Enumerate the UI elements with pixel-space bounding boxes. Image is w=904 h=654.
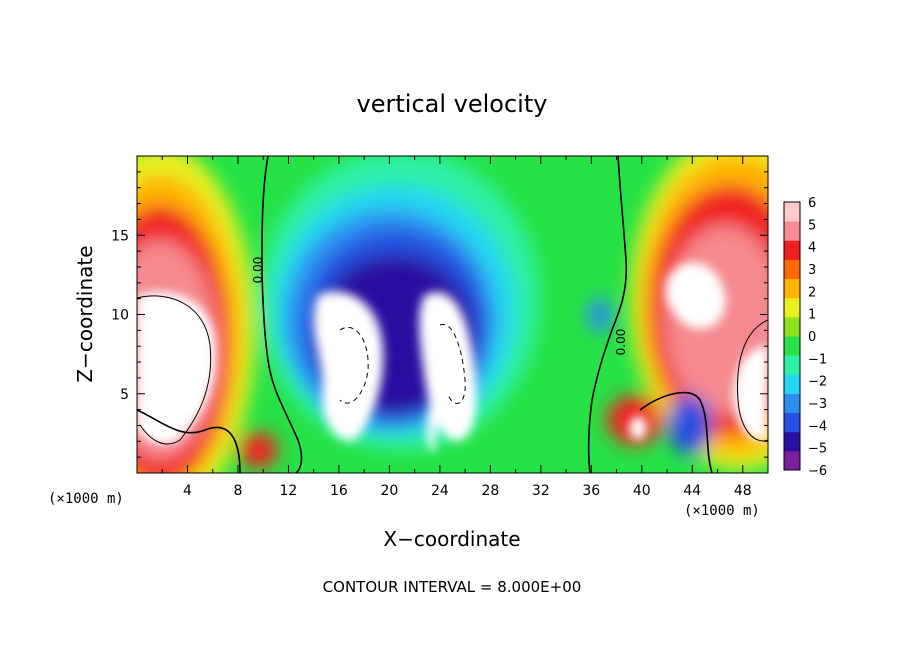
x-tick-label-0: 4 <box>183 483 192 499</box>
left-core <box>137 292 216 445</box>
colorbar-tick-12: −6 <box>808 464 827 479</box>
colorbar-swatch-9 <box>784 278 800 299</box>
x-tick-label-9: 40 <box>633 483 651 499</box>
contour-interval-note: CONTOUR INTERVAL = 8.000E+00 <box>323 578 582 596</box>
downdraft-core-23km <box>426 399 437 453</box>
colorbar-swatch-7 <box>784 316 800 337</box>
colorbar-swatch-5 <box>784 355 800 375</box>
x-tick-label-8: 36 <box>582 483 600 499</box>
downdraft-core-16km <box>313 291 384 441</box>
positive-contours <box>137 295 768 445</box>
colorbar-tick-6: 0 <box>808 330 816 345</box>
y-tick-label-1: 10 <box>111 308 129 324</box>
colorbar-tick-2: 4 <box>808 241 816 256</box>
colorbar-tick-5: 1 <box>808 308 816 323</box>
colorbar-tick-1: 5 <box>808 218 816 233</box>
small-downdraft-36km <box>588 297 612 333</box>
x-tick-label-6: 28 <box>481 483 499 499</box>
x-tick-label-2: 12 <box>280 483 298 499</box>
y-tick-label-0: 5 <box>120 387 129 403</box>
colorbar-tick-10: −4 <box>808 419 827 434</box>
colorbar-tick-8: −2 <box>808 375 827 390</box>
colorbar: 6 5 4 3 2 1 0 −1 −2 −3 −4 −5 −6 <box>783 196 827 479</box>
colorbar-swatch-3 <box>784 393 800 414</box>
colorbar-tick-0: 6 <box>808 196 816 211</box>
x-tick-label-4: 20 <box>380 483 398 499</box>
zero-contour-left <box>261 156 303 473</box>
x-axis-ticks: 4 8 12 16 20 24 28 32 36 40 44 48 <box>161 156 752 499</box>
contour-neg-16km <box>339 327 369 404</box>
colorbar-tick-4: 2 <box>808 285 816 300</box>
colorbar-tick-3: 3 <box>808 263 816 278</box>
small-downdraft-44km <box>668 395 712 455</box>
colorbar-swatch-11 <box>784 240 800 260</box>
colorbar-swatch-13 <box>784 202 800 222</box>
field-cores <box>137 262 768 453</box>
y-axis-label: Z−coordinate <box>73 245 97 382</box>
zero-contour-bottom-left <box>137 409 241 473</box>
zero-contours <box>137 156 713 473</box>
colorbar-swatch-4 <box>784 374 800 394</box>
contour-neg-26km <box>439 323 466 404</box>
colorbar-tick-7: −1 <box>808 352 827 367</box>
x-tick-label-10: 44 <box>683 483 701 499</box>
colorbar-tick-9: −3 <box>808 397 827 412</box>
heatmap-field <box>137 156 768 473</box>
right-core-lower <box>733 345 768 442</box>
y-axis-ticks: 5 10 15 <box>111 171 768 458</box>
small-core-39km <box>629 416 647 440</box>
colorbar-swatch-2 <box>784 412 800 433</box>
x-tick-label-11: 48 <box>734 483 752 499</box>
negative-contours <box>339 323 466 404</box>
colorbar-swatch-10 <box>784 259 800 280</box>
colorbar-frame <box>783 201 801 471</box>
colorbar-swatch-0 <box>784 450 800 471</box>
x-tick-label-5: 24 <box>431 483 449 499</box>
small-updraft-10km <box>238 432 278 468</box>
x-axis-label: X−coordinate <box>383 527 520 551</box>
x-tick-label-7: 32 <box>532 483 550 499</box>
contour-label-right: 0.00 <box>614 329 628 356</box>
zero-contour-right <box>587 156 628 473</box>
colorbar-tick-11: −5 <box>808 442 827 457</box>
contour-left-8 <box>137 295 212 445</box>
x-unit-left: (×1000 m) <box>48 491 124 507</box>
x-tick-label-3: 16 <box>330 483 348 499</box>
colorbar-swatch-6 <box>784 336 800 356</box>
contour-label-left: 0.00 <box>251 257 265 284</box>
chart-title: vertical velocity <box>357 90 548 118</box>
zero-contour-bottom-right <box>639 391 713 473</box>
colorbar-swatch-8 <box>784 297 800 318</box>
y-tick-label-2: 15 <box>111 228 129 244</box>
right-core-upper <box>665 262 726 330</box>
x-unit-right: (×1000 m) <box>684 503 760 519</box>
x-tick-label-1: 8 <box>233 483 242 499</box>
contour-right-8 <box>736 319 768 442</box>
colorbar-swatch-1 <box>784 431 800 452</box>
colorbar-swatch-12 <box>784 221 800 241</box>
